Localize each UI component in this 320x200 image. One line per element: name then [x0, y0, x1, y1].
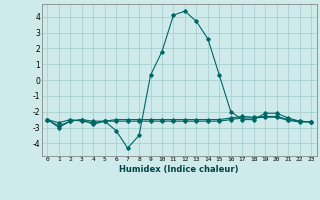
- X-axis label: Humidex (Indice chaleur): Humidex (Indice chaleur): [119, 165, 239, 174]
